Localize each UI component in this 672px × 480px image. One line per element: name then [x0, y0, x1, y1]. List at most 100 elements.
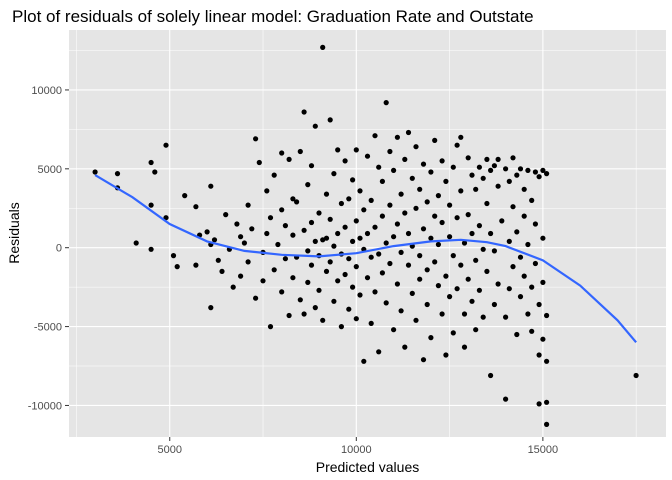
y-tick-label: -5000	[34, 322, 62, 334]
data-point	[312, 123, 318, 129]
data-point	[510, 264, 516, 270]
data-point	[163, 142, 169, 148]
data-point	[253, 136, 259, 142]
data-point	[458, 262, 464, 268]
data-point	[267, 324, 274, 330]
data-point	[517, 166, 524, 172]
data-point	[417, 186, 423, 192]
data-point	[170, 253, 177, 259]
data-point	[450, 253, 456, 259]
data-point	[342, 158, 348, 164]
data-point	[316, 287, 322, 293]
data-point	[308, 262, 315, 268]
data-point	[491, 301, 497, 308]
data-point	[353, 316, 359, 322]
data-point	[364, 275, 371, 281]
data-point	[320, 44, 326, 51]
data-point	[413, 317, 419, 323]
data-point	[323, 235, 330, 241]
data-point	[402, 344, 408, 350]
data-point	[544, 312, 550, 319]
data-point	[331, 171, 337, 177]
data-point	[503, 396, 509, 402]
data-point	[308, 163, 315, 169]
data-point	[379, 213, 385, 219]
data-point	[323, 191, 330, 197]
data-point	[476, 287, 482, 293]
data-point	[208, 305, 214, 311]
data-point	[484, 200, 490, 207]
data-point	[208, 183, 214, 189]
data-point	[461, 344, 468, 350]
data-point	[379, 178, 385, 184]
data-point	[525, 241, 531, 248]
y-axis-label: Residuals	[6, 202, 22, 263]
data-point	[424, 199, 430, 205]
data-point	[454, 215, 460, 221]
data-point	[402, 156, 408, 162]
data-point	[282, 256, 288, 262]
data-point	[480, 175, 486, 181]
data-point	[238, 234, 244, 240]
data-point	[353, 147, 359, 153]
y-tick-label: -10000	[28, 400, 62, 412]
data-point	[335, 278, 341, 284]
y-tick-label: 0	[56, 243, 62, 255]
data-point	[245, 202, 251, 208]
data-point	[529, 328, 535, 334]
data-point	[409, 175, 415, 181]
minor-gridlines	[69, 30, 666, 437]
data-point	[260, 278, 266, 284]
x-tick-label: 5000	[158, 444, 182, 456]
data-point	[413, 205, 419, 211]
data-point	[484, 268, 490, 274]
data-point	[394, 281, 400, 287]
data-point	[286, 156, 292, 162]
data-point	[514, 172, 520, 178]
data-point	[428, 169, 434, 175]
data-point	[495, 156, 501, 162]
data-point	[323, 268, 330, 274]
data-point	[193, 204, 199, 210]
data-point	[379, 270, 385, 276]
data-point	[264, 188, 270, 194]
smooth-trend-line	[94, 174, 637, 344]
data-point	[495, 281, 501, 287]
data-point	[461, 240, 468, 246]
data-point	[338, 200, 344, 207]
data-point	[383, 300, 389, 306]
data-point	[499, 218, 505, 224]
data-point	[267, 215, 274, 221]
y-axis-ticks: -10000 -5000 0 5000 10000	[28, 85, 69, 412]
data-point	[525, 167, 531, 173]
data-point	[536, 352, 542, 358]
data-point	[271, 172, 277, 178]
data-point	[432, 259, 438, 265]
data-point	[517, 294, 524, 300]
data-point	[435, 283, 441, 289]
data-point	[215, 257, 221, 263]
data-point	[219, 268, 225, 274]
data-point	[405, 262, 412, 268]
data-point	[447, 294, 453, 300]
data-point	[256, 159, 262, 166]
data-point	[450, 164, 456, 170]
data-point	[327, 216, 333, 222]
data-point	[532, 260, 539, 267]
scatter-points	[92, 44, 639, 427]
data-point	[391, 167, 397, 173]
data-point	[301, 227, 307, 233]
data-point	[391, 234, 397, 240]
data-point	[540, 336, 546, 342]
data-point	[152, 169, 158, 175]
data-point	[387, 260, 393, 267]
data-point	[290, 275, 296, 281]
data-point	[447, 234, 453, 240]
data-point	[510, 204, 516, 210]
data-point	[484, 156, 490, 162]
data-point	[297, 148, 303, 155]
data-point	[454, 142, 460, 148]
data-point	[290, 196, 296, 202]
data-point	[279, 207, 285, 213]
